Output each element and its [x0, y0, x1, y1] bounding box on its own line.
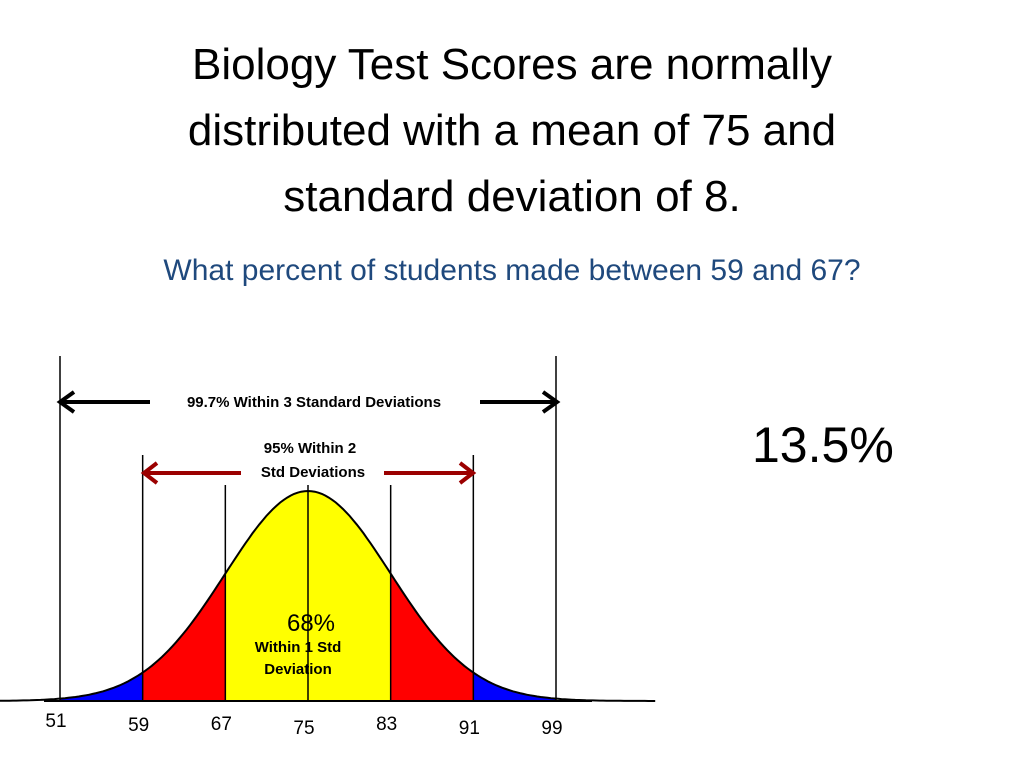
arrow-95: 95% Within 2 Std Deviations	[140, 440, 477, 485]
title-line-3: standard deviation of 8.	[283, 172, 741, 221]
label-68-percent: 68%	[287, 610, 335, 637]
label-997: 99.7% Within 3 Standard Deviations	[187, 394, 441, 411]
tick-label-75: 75	[293, 718, 315, 739]
tick-label-83: 83	[376, 714, 398, 735]
region-51-59	[60, 672, 143, 701]
question-text: What percent of students made between 59…	[163, 254, 861, 287]
title-line-1: Biology Test Scores are normally	[192, 40, 832, 89]
tick-label-51: 51	[45, 711, 67, 732]
label-68-line2: Deviation	[264, 661, 332, 678]
label-95-line1: 95% Within 2	[264, 440, 356, 457]
tick-label-59: 59	[128, 715, 150, 736]
arrow-997: 99.7% Within 3 Standard Deviations	[56, 390, 561, 414]
title-line-2: distributed with a mean of 75 and	[187, 106, 837, 155]
tick-label-99: 99	[541, 718, 563, 739]
region-91-99	[473, 672, 556, 701]
label-68-line1: Within 1 Std	[255, 639, 342, 656]
slide-title: Biology Test Scores are normally distrib…	[40, 32, 984, 230]
answer-text: 13.5%	[752, 417, 894, 473]
label-95-line2: Std Deviations	[261, 464, 365, 481]
tick-label-67: 67	[210, 714, 232, 735]
tick-label-91: 91	[458, 718, 480, 739]
